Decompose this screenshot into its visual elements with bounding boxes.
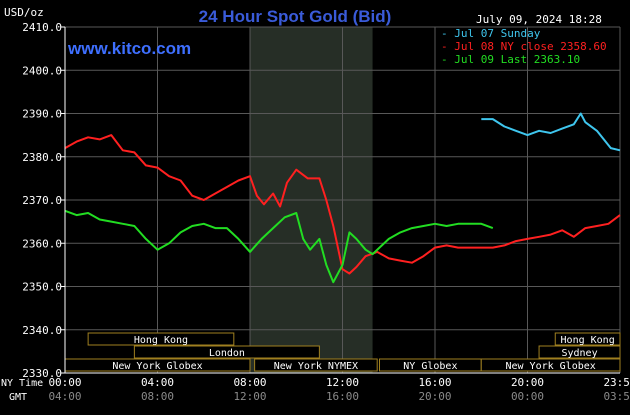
- session-box: [254, 358, 378, 372]
- session-label: Hong Kong: [134, 335, 188, 346]
- y-tick-label: 2380.0: [22, 151, 62, 164]
- gmt-tick-label: 16:00: [326, 390, 359, 403]
- legend-item-jul09: - Jul 09 Last 2363.10: [441, 53, 580, 66]
- legend-item-jul07: - Jul 07 Sunday: [441, 27, 541, 40]
- chart-title: 24 Hour Spot Gold (Bid): [199, 7, 392, 26]
- y-tick-label: 2410.0: [22, 21, 62, 34]
- x-tick-label: 12:00: [326, 376, 359, 389]
- y-tick-label: 2370.0: [22, 194, 62, 207]
- grid-layer: [64, 26, 621, 374]
- session-label: London: [209, 348, 245, 359]
- x-tick-label: 04:00: [141, 376, 174, 389]
- gmt-tick-label: 00:00: [511, 390, 544, 403]
- session-box: [554, 332, 621, 346]
- series-line-2: [64, 134, 621, 275]
- series-line-1: [481, 112, 621, 152]
- y-tick-label: 2340.0: [22, 324, 62, 337]
- series-layer: [64, 112, 621, 284]
- x-tick-label: 23:59: [603, 376, 630, 389]
- x-tick-label: 20:00: [511, 376, 544, 389]
- session-label: Hong Kong: [561, 335, 615, 346]
- x-tick-label: 00:00: [48, 376, 81, 389]
- session-box: [480, 358, 621, 372]
- chart-date: July 09, 2024 18:28: [476, 13, 602, 26]
- y-tick-label: 2390.0: [22, 108, 62, 121]
- gmt-tick-label: 03:59: [603, 390, 630, 403]
- y-tick-label: 2400.0: [22, 64, 62, 77]
- watermark-url: www.kitco.com: [67, 39, 191, 58]
- gmt-tick-label: 08:00: [141, 390, 174, 403]
- session-label: New York Globex: [112, 361, 202, 372]
- y-tick-label: 2350.0: [22, 281, 62, 294]
- y-tick-label: 2330.0: [22, 367, 62, 380]
- gmt-tick-label: 04:00: [48, 390, 81, 403]
- unit-label: USD/oz: [4, 6, 44, 19]
- session-box: [87, 332, 235, 346]
- x-tick-label: 08:00: [233, 376, 266, 389]
- axes-layer: 2330.0 2340.0 2350.0 2360.0 2370.0 2380.0 2390…: [22, 21, 630, 403]
- session-box: [538, 345, 621, 359]
- legend: - Jul 07 Sunday - Jul 08 NY close 2358.6…: [441, 27, 607, 66]
- session-label: NY Globex: [403, 361, 457, 372]
- session-box: [133, 345, 320, 359]
- y-tick-label: 2360.0: [22, 237, 62, 250]
- series-line-3: [64, 209, 494, 284]
- sessions-layer: Hong Kong Hong Kong London Sydney New York G…: [64, 332, 621, 372]
- gmt-row-label: GMT: [9, 392, 27, 403]
- legend-item-jul08: - Jul 08 NY close 2358.60: [441, 40, 607, 53]
- session-label: New York NYMEX: [274, 361, 358, 372]
- x-tick-label: 16:00: [418, 376, 451, 389]
- session-label: New York Globex: [505, 361, 595, 372]
- gmt-tick-label: 20:00: [418, 390, 451, 403]
- ny-time-row-label: NY Time: [1, 378, 43, 389]
- gmt-tick-label: 12:00: [233, 390, 266, 403]
- session-label: Sydney: [561, 348, 597, 359]
